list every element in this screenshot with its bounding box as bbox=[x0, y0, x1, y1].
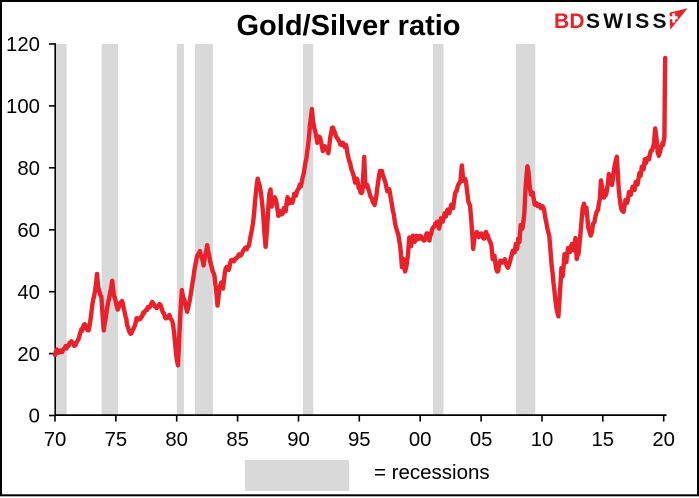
svg-text:120: 120 bbox=[6, 34, 40, 56]
svg-text:SWISS: SWISS bbox=[586, 10, 670, 33]
svg-text:100: 100 bbox=[6, 96, 40, 118]
svg-text:Gold/Silver ratio: Gold/Silver ratio bbox=[237, 10, 461, 42]
svg-text:20: 20 bbox=[17, 344, 40, 366]
svg-text:75: 75 bbox=[105, 429, 128, 451]
svg-text:05: 05 bbox=[470, 429, 493, 451]
svg-text:10: 10 bbox=[531, 429, 554, 451]
svg-text:80: 80 bbox=[17, 158, 40, 180]
svg-text:0: 0 bbox=[29, 406, 40, 428]
svg-text:40: 40 bbox=[17, 282, 40, 304]
svg-text:80: 80 bbox=[165, 429, 188, 451]
svg-text:15: 15 bbox=[592, 429, 615, 451]
svg-text:85: 85 bbox=[226, 429, 249, 451]
svg-text:20: 20 bbox=[652, 429, 675, 451]
svg-text:60: 60 bbox=[17, 220, 40, 242]
svg-text:00: 00 bbox=[409, 429, 432, 451]
svg-text:70: 70 bbox=[44, 429, 67, 451]
svg-text:BD: BD bbox=[554, 10, 585, 33]
svg-text:95: 95 bbox=[348, 429, 371, 451]
svg-text:= recessions: = recessions bbox=[374, 461, 490, 484]
svg-text:90: 90 bbox=[287, 429, 310, 451]
